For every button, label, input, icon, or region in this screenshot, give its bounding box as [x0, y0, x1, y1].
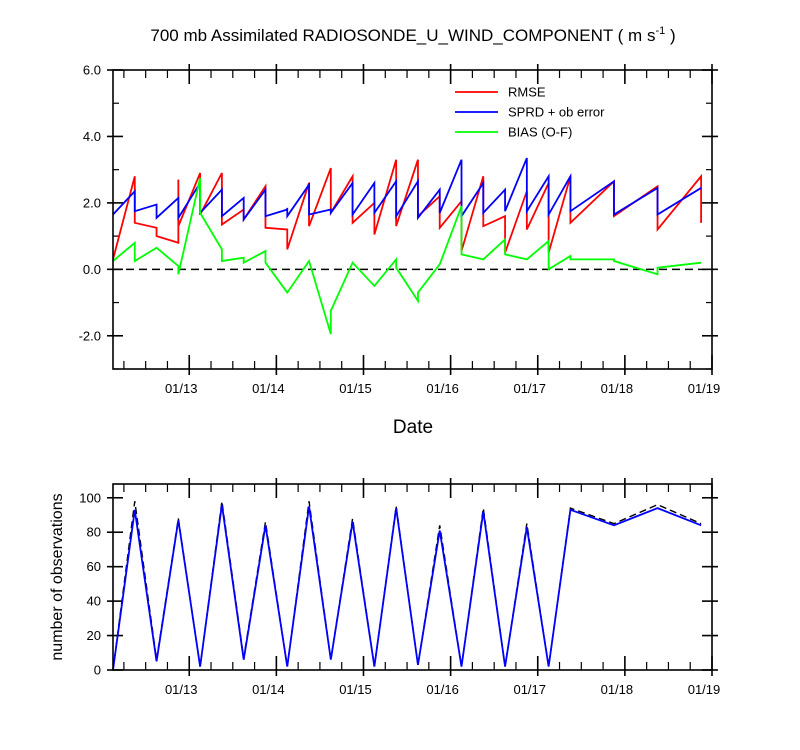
top-plot-frame: [112, 69, 713, 370]
legend-label-1: SPRD + ob error: [508, 105, 605, 120]
bottom-x-tick-label: 01/17: [513, 682, 546, 697]
bottom-x-tick-label: 01/16: [426, 682, 459, 697]
bottom-x-tick-label: 01/14: [252, 682, 285, 697]
bottom-y-tick-label: 20: [87, 628, 101, 643]
top-x-tick-label: 01/18: [601, 381, 634, 396]
top-x-tick-label: 01/17: [513, 381, 546, 396]
bottom-x-tick-label: 01/18: [601, 682, 634, 697]
top-y-tick-label: 0.0: [83, 262, 101, 277]
top-y-tick-label: -2.0: [79, 328, 101, 343]
top-x-tick-label: 01/14: [252, 381, 285, 396]
bottom-minor-ticks: [123, 484, 691, 670]
top-y-tick-label: 6.0: [83, 63, 101, 78]
bottom-plot-frame: [112, 483, 713, 671]
top-series-sprd-ob-error: [112, 157, 702, 223]
chart-title: 700 mb Assimilated RADIOSONDE_U_WIND_COM…: [150, 25, 675, 45]
legend-label-0: RMSE: [508, 85, 546, 100]
chart-title-tail: ): [665, 26, 675, 45]
bottom-x-tick-label: 01/15: [339, 682, 372, 697]
top-x-axis-label: Date: [393, 417, 433, 438]
top-legend: RMSE SPRD + ob error BIAS (O-F): [455, 85, 605, 140]
bottom-y-tick-label: 80: [87, 525, 101, 540]
top-series-rmse: [112, 159, 703, 260]
chart-title-main: 700 mb Assimilated RADIOSONDE_U_WIND_COM…: [150, 26, 655, 45]
bottom-y-tick-label: 100: [79, 490, 101, 505]
top-y-tick-label: 4.0: [83, 129, 101, 144]
bottom-series-observations-used: [112, 504, 702, 671]
top-x-tick-label: 01/16: [426, 381, 459, 396]
top-series-bias-o-f: [112, 177, 702, 335]
legend-label-2: BIAS (O-F): [508, 125, 572, 140]
bottom-y-tick-label: 60: [87, 559, 101, 574]
bottom-y-tick-label: 40: [87, 594, 101, 609]
top-minor-ticks: [123, 70, 691, 369]
bottom-y-axis-label: number of observations: [49, 493, 66, 660]
chart-title-superscript: -1: [655, 25, 665, 37]
top-plot: 01/13 01/14 01/15 01/16 01/17 01/18 01/19 -2.0 0…: [79, 63, 721, 397]
bottom-plot: 01/13 01/14 01/15 01/16 01/17 01/18 01/19 0 20 40…: [79, 478, 720, 697]
bottom-x-tick-label: 01/19: [688, 682, 721, 697]
top-x-tick-label: 01/15: [339, 381, 372, 396]
top-y-tick-label: 2.0: [83, 195, 101, 210]
bottom-y-tick-label: 0: [94, 663, 101, 678]
top-x-tick-label: 01/13: [165, 381, 198, 396]
top-x-tick-label: 01/19: [688, 381, 721, 396]
bottom-x-tick-label: 01/13: [165, 682, 198, 697]
